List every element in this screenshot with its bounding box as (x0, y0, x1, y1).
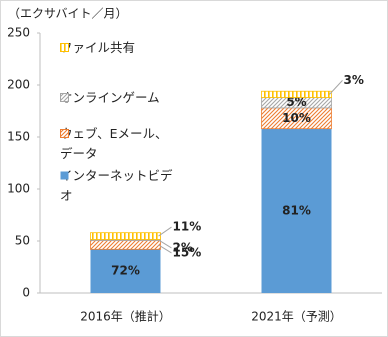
axis-title: （エクサバイト／月） (8, 7, 128, 21)
legend-item: オンラインゲーム (60, 88, 176, 108)
legend-item: ウェブ、Eメール、データ (60, 124, 176, 164)
legend-swatch (60, 171, 69, 180)
leader-line (329, 80, 343, 95)
x-tick-label: 2021年（予測） (251, 310, 342, 324)
leader-line (158, 226, 172, 237)
legend-swatch (60, 93, 69, 102)
data-label: 81% (282, 203, 311, 217)
y-tick-label: 200 (7, 78, 30, 92)
leader-line (158, 239, 172, 249)
y-tick-label: 50 (15, 234, 30, 248)
y-tick-label: 250 (7, 26, 30, 40)
data-label: 11% (173, 220, 202, 234)
legend-label: ウェブ、Eメール、データ (60, 126, 168, 161)
data-label: 5% (286, 95, 306, 109)
y-tick-label: 100 (7, 182, 30, 196)
legend-item: ファイル共有 (60, 38, 176, 58)
data-label: 72% (111, 264, 140, 278)
bar-segment (90, 240, 161, 250)
data-label: 3% (344, 73, 364, 87)
bar-segment (261, 90, 332, 98)
x-tick-label: 2016年（推計） (80, 309, 171, 324)
legend-label: ファイル共有 (60, 40, 136, 55)
legend-label: インターネットビデオ (60, 168, 173, 203)
leader-line (158, 244, 172, 254)
bar-segment (90, 249, 161, 293)
y-tick-label: 0 (22, 286, 30, 300)
data-label: 15% (173, 245, 202, 259)
legend-item: インターネットビデオ (60, 166, 176, 206)
legend-swatch (60, 43, 69, 52)
data-label: 2% (173, 240, 193, 254)
legend-swatch (60, 129, 69, 138)
y-tick-label: 150 (7, 130, 30, 144)
bar-segment (261, 128, 332, 293)
bar-segment (90, 232, 161, 240)
data-label: 10% (282, 111, 311, 125)
legend-label: オンラインゲーム (60, 90, 160, 105)
